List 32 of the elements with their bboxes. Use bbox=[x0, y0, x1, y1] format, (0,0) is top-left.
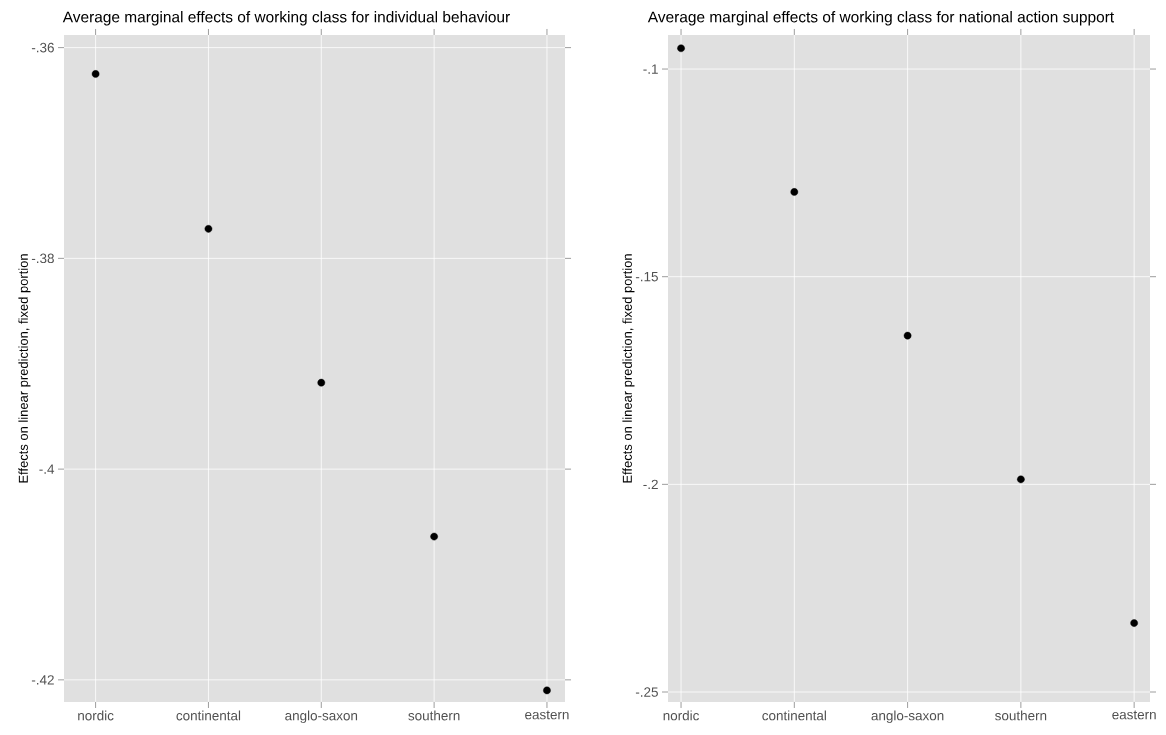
x-tick-label: continental bbox=[176, 710, 241, 721]
point bbox=[91, 70, 100, 78]
y-tick-label: -.36 bbox=[31, 42, 54, 53]
x-tick-label: anglo-saxon bbox=[285, 710, 358, 724]
x-tick-label: southern bbox=[995, 710, 1047, 721]
point bbox=[677, 44, 685, 53]
point bbox=[204, 225, 213, 233]
y-tick-label: -.42 bbox=[31, 675, 54, 685]
y-tick-label: -.38 bbox=[31, 253, 54, 264]
x-tick-label: eastern bbox=[525, 710, 569, 720]
point bbox=[543, 686, 551, 695]
y-tick-label: -.25 bbox=[635, 687, 658, 697]
y-tick-label: -.4 bbox=[39, 464, 55, 474]
x-tick-label: nordic bbox=[78, 710, 114, 721]
y-tick-label: -.2 bbox=[643, 479, 658, 490]
x-tick-label: anglo-saxon bbox=[871, 710, 944, 724]
point bbox=[1017, 475, 1025, 484]
y-tick-label: -.15 bbox=[635, 272, 658, 282]
x-tick-label: nordic bbox=[663, 710, 699, 721]
x-tick-label: southern bbox=[408, 710, 460, 721]
chart-title: Average marginal effects of working class for individual behaviour bbox=[62, 11, 510, 26]
point bbox=[790, 188, 799, 196]
chart-title: Average marginal effects of working class for national action support bbox=[647, 11, 1114, 26]
x-tick-label: continental bbox=[762, 710, 826, 721]
point bbox=[317, 378, 326, 387]
y-tick-label: -.1 bbox=[643, 64, 658, 74]
point bbox=[430, 532, 438, 541]
point bbox=[903, 331, 912, 340]
y-axis-title: Effects on linear prediction, fixed portion bbox=[622, 254, 635, 483]
y-axis-title: Effects on linear prediction, fixed portion bbox=[18, 254, 31, 483]
x-tick-label: eastern bbox=[1112, 710, 1156, 720]
point bbox=[1130, 619, 1138, 627]
